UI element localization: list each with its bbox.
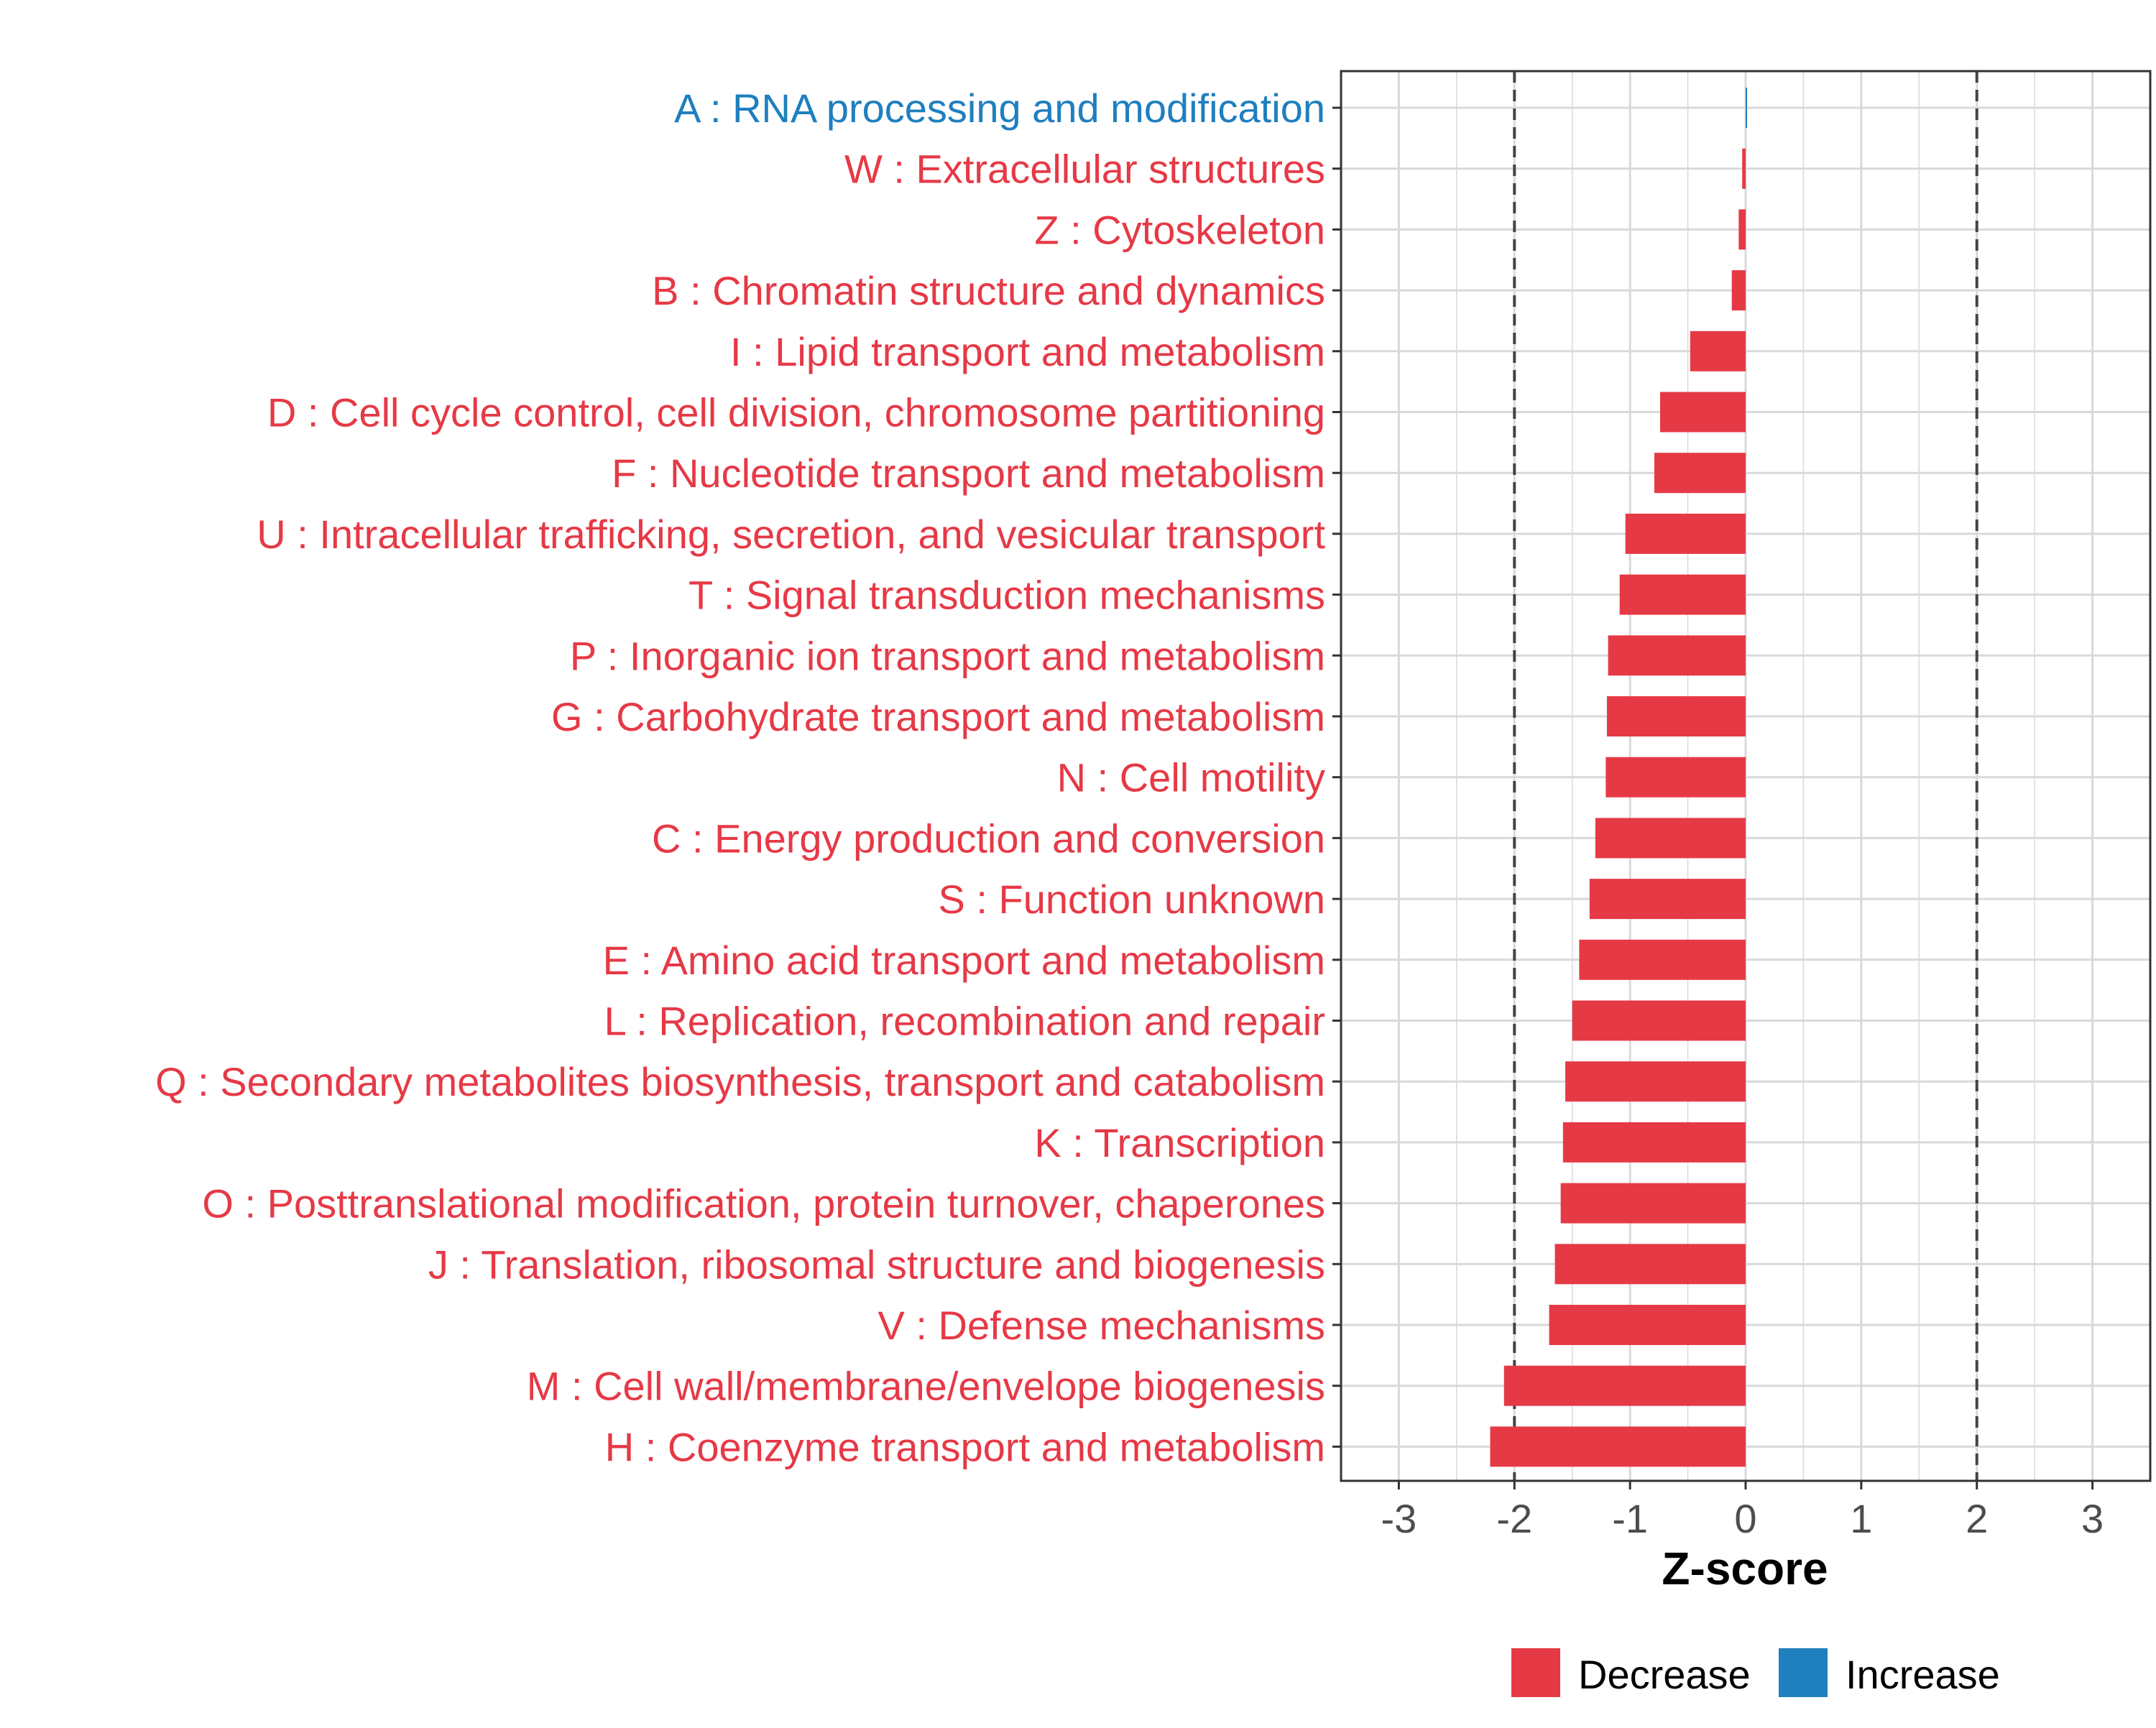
y-tick-label: A : RNA processing and modification bbox=[674, 86, 1325, 131]
bar bbox=[1565, 1061, 1746, 1102]
bar bbox=[1549, 1305, 1746, 1345]
y-tick-label: C : Energy production and conversion bbox=[652, 816, 1325, 861]
x-tick-label: -3 bbox=[1381, 1496, 1417, 1541]
x-tick-label: 2 bbox=[1966, 1496, 1988, 1541]
x-tick-label: 0 bbox=[1734, 1496, 1756, 1541]
bar bbox=[1608, 635, 1746, 676]
y-tick-label: H : Coenzyme transport and metabolism bbox=[605, 1424, 1325, 1469]
legend-key bbox=[1511, 1648, 1560, 1697]
bar bbox=[1572, 1000, 1746, 1041]
y-axis: A : RNA processing and modification W : E… bbox=[155, 86, 1341, 1469]
y-tick-label: S : Function unknown bbox=[938, 877, 1325, 922]
x-axis: -3 -2 -1 0 1 2 3 bbox=[1381, 1481, 2104, 1541]
y-tick-label: I : Lipid transport and metabolism bbox=[730, 329, 1325, 374]
bar bbox=[1562, 1122, 1746, 1163]
y-tick-label: Q : Secondary metabolites biosynthesis, … bbox=[155, 1059, 1325, 1104]
bar bbox=[1606, 757, 1746, 798]
legend-label: Increase bbox=[1846, 1652, 2000, 1697]
bar bbox=[1589, 879, 1746, 920]
bar bbox=[1746, 88, 1747, 128]
y-tick-label: K : Transcription bbox=[1034, 1120, 1325, 1165]
threshold-layer bbox=[1513, 71, 1978, 1481]
y-tick-label: V : Defense mechanisms bbox=[878, 1303, 1325, 1348]
bar bbox=[1560, 1183, 1746, 1224]
bar bbox=[1619, 574, 1746, 615]
x-tick-label: -2 bbox=[1496, 1496, 1532, 1541]
y-tick-label: L : Replication, recombination and repai… bbox=[604, 999, 1325, 1044]
y-tick-label: E : Amino acid transport and metabolism bbox=[603, 938, 1325, 983]
bar bbox=[1731, 270, 1746, 311]
bar bbox=[1554, 1244, 1746, 1285]
y-tick-label: N : Cell motility bbox=[1057, 755, 1325, 800]
bar bbox=[1490, 1426, 1746, 1467]
bar bbox=[1595, 818, 1746, 859]
y-tick-label: B : Chromatin structure and dynamics bbox=[652, 268, 1325, 313]
y-tick-label: J : Translation, ribosomal structure and… bbox=[428, 1242, 1325, 1287]
y-tick-label: O : Posttranslational modification, prot… bbox=[202, 1181, 1325, 1226]
x-tick-label: -1 bbox=[1612, 1496, 1648, 1541]
y-tick-label: F : Nucleotide transport and metabolism bbox=[612, 451, 1325, 496]
x-tick-label: 3 bbox=[2081, 1496, 2104, 1541]
x-axis-title: Z-score bbox=[1662, 1543, 1828, 1594]
bar bbox=[1659, 392, 1746, 433]
bar bbox=[1625, 513, 1746, 554]
bar bbox=[1606, 696, 1746, 736]
y-tick-label: G : Carbohydrate transport and metabolis… bbox=[551, 694, 1325, 739]
y-tick-label: M : Cell wall/membrane/envelope biogenes… bbox=[527, 1364, 1325, 1409]
y-tick-label: D : Cell cycle control, cell division, c… bbox=[267, 390, 1325, 435]
bar bbox=[1742, 148, 1746, 189]
y-tick-label: U : Intracellular trafficking, secretion… bbox=[257, 512, 1325, 557]
y-tick-label: P : Inorganic ion transport and metaboli… bbox=[570, 633, 1325, 678]
y-tick-label: Z : Cytoskeleton bbox=[1034, 207, 1325, 252]
bar bbox=[1738, 209, 1746, 250]
bar bbox=[1690, 331, 1746, 371]
y-tick-label: T : Signal transduction mechanisms bbox=[688, 573, 1325, 618]
x-tick-label: 1 bbox=[1850, 1496, 1872, 1541]
legend-key bbox=[1779, 1648, 1828, 1697]
bar-layer bbox=[1490, 88, 1747, 1467]
legend: Decrease Increase bbox=[1511, 1648, 2000, 1697]
bar bbox=[1579, 939, 1746, 980]
bar bbox=[1654, 453, 1746, 494]
legend-label: Decrease bbox=[1578, 1652, 1751, 1697]
y-tick-label: W : Extracellular structures bbox=[844, 147, 1325, 192]
bar bbox=[1503, 1365, 1746, 1406]
